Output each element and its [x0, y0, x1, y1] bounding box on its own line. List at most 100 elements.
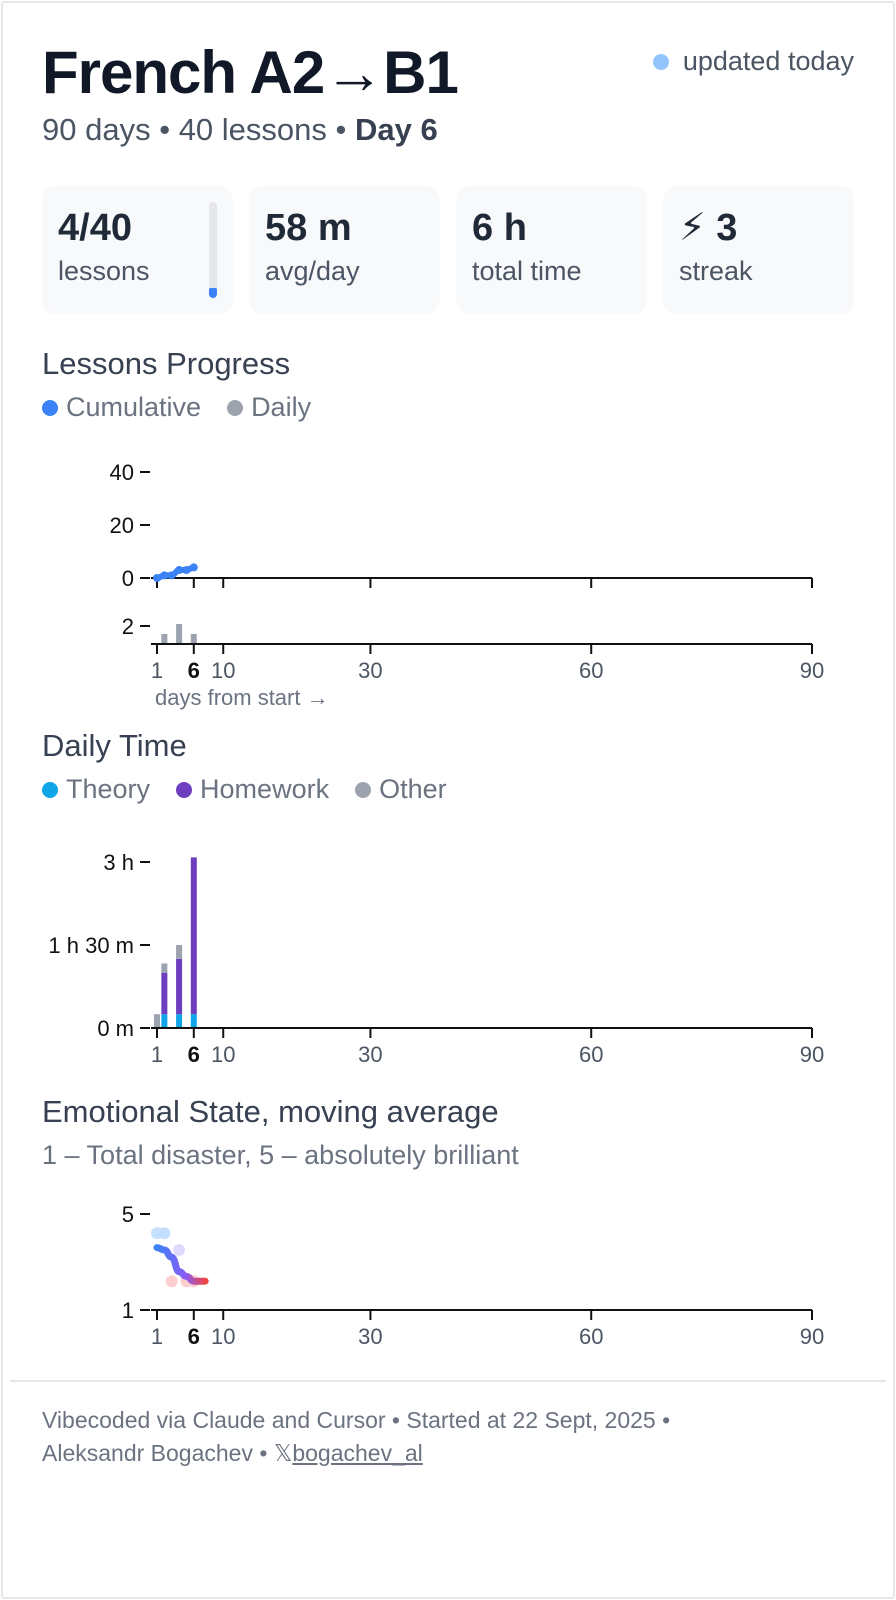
legend-item-homework: Homework — [176, 774, 329, 805]
time-bar-segment — [176, 945, 183, 959]
y-tick-label: 20 — [110, 513, 134, 538]
x-tick-label: 90 — [800, 658, 824, 683]
x-tick-label: 6 — [188, 658, 200, 683]
stat-value: 4/40 — [58, 207, 132, 249]
daily-y-tick-label: 2 — [122, 614, 134, 639]
x-tick-label: 30 — [358, 1042, 382, 1067]
legend-item-other: Other — [355, 774, 447, 805]
subtitle-separator: • — [159, 112, 171, 147]
lessons-progress-bar — [209, 202, 217, 298]
stat-card-streak: ⚡ 3 streak — [663, 186, 854, 314]
updated-label: updated today — [682, 46, 854, 76]
x-tick-label: 30 — [358, 1324, 382, 1349]
time-bar-segment — [154, 1014, 160, 1028]
x-tick-label: 1 — [151, 658, 163, 683]
footer-credits: Vibecoded via Claude and Cursor • Starte… — [42, 1407, 671, 1433]
x-tick-label: 60 — [579, 1042, 603, 1067]
x-tick-label: 10 — [211, 1324, 235, 1349]
lessons-chart-title: Lessons Progress — [42, 346, 291, 381]
legend-label: Theory — [66, 774, 151, 804]
status-dot-icon — [652, 53, 669, 70]
x-tick-label: 6 — [188, 1042, 200, 1067]
stat-label: avg/day — [265, 256, 360, 286]
mood-chart: 151 6 10 30 60 90 — [122, 1202, 824, 1349]
time-bar-segment — [161, 1014, 168, 1028]
stat-label: lessons — [58, 256, 150, 286]
cumulative-point — [167, 571, 176, 580]
footer-separator: • — [259, 1440, 268, 1466]
x-tick-label: 30 — [358, 658, 382, 683]
legend-swatch-icon — [176, 781, 193, 798]
author-handle-link[interactable]: bogachev_al — [292, 1440, 423, 1466]
cumulative-point — [160, 571, 169, 580]
y-tick-label: 1 — [122, 1298, 134, 1323]
page-title: French A2→B1 — [42, 39, 459, 106]
legend-item-theory: Theory — [42, 774, 150, 805]
updated-status: updated today — [652, 46, 854, 77]
y-tick-label: 0 — [122, 566, 134, 591]
lessons-chart: 0 20 40 21 6 10 30 60 90 days from start → — [110, 460, 825, 710]
legend-label: Other — [379, 774, 447, 804]
mood-daily-point — [165, 1275, 178, 1288]
footer: Vibecoded via Claude and Cursor • Starte… — [42, 1404, 802, 1470]
mood-moving-average-line — [153, 1244, 209, 1285]
daily-bar — [176, 624, 183, 644]
x-tick-label: 60 — [579, 658, 603, 683]
stat-card-total: 6 h total time — [456, 186, 647, 314]
stat-value: 58 m — [265, 207, 352, 249]
x-tick-label: 1 — [151, 1324, 163, 1349]
stat-card-avg: 58 m avg/day — [249, 186, 440, 314]
legend-label: Homework — [200, 774, 330, 804]
stat-label: streak — [679, 256, 753, 286]
legend-label: Cumulative — [66, 392, 202, 422]
x-axis-label: days from start → — [155, 685, 329, 710]
time-bar-segment — [190, 1014, 197, 1028]
time-chart-title: Daily Time — [42, 728, 187, 763]
legend-item-cumulative: Cumulative — [42, 392, 201, 423]
legend-swatch-icon — [227, 399, 244, 416]
subtitle-days: 90 days — [42, 112, 151, 147]
x-tick-label: 1 — [151, 1042, 163, 1067]
time-bar-segment — [161, 972, 168, 1015]
legend-swatch-icon — [355, 781, 372, 798]
stat-value: 6 h — [472, 207, 527, 249]
footer-divider — [10, 1380, 886, 1382]
lessons-legend: Cumulative Daily — [42, 392, 311, 423]
x-tick-label: 90 — [800, 1042, 824, 1067]
mood-chart-title: Emotional State, moving average — [42, 1094, 499, 1129]
lessons-progress-fill — [209, 288, 217, 298]
stat-card-lessons: 4/40 lessons — [42, 186, 233, 314]
y-tick-label: 40 — [110, 460, 134, 485]
x-tick-label: 60 — [579, 1324, 603, 1349]
stat-label: total time — [472, 256, 582, 286]
legend-item-daily: Daily — [227, 392, 311, 423]
time-bar-segment — [176, 958, 183, 1015]
daily-bar — [161, 634, 168, 644]
cumulative-point — [175, 566, 184, 575]
mood-daily-point — [158, 1227, 171, 1240]
x-tick-label: 90 — [800, 1324, 824, 1349]
time-legend: Theory Homework Other — [42, 774, 447, 805]
x-tick-label: 10 — [211, 1042, 235, 1067]
stat-value: ⚡ 3 — [679, 207, 738, 249]
stats-cards: 4/40 lessons 58 m avg/day 6 h total time… — [42, 186, 854, 314]
page-subtitle: 90 days • 40 lessons • Day 6 — [42, 112, 438, 148]
cumulative-point — [153, 574, 161, 582]
y-tick-label: 3 h — [103, 850, 134, 875]
cumulative-point — [182, 566, 191, 575]
x-tick-label: 10 — [211, 658, 235, 683]
y-tick-label: 1 h 30 m — [48, 933, 134, 958]
x-tick-label: 6 — [188, 1324, 200, 1349]
mood-scale-note: 1 – Total disaster, 5 – absolutely brill… — [42, 1140, 519, 1170]
legend-swatch-icon — [42, 781, 58, 798]
time-bar-segment — [190, 857, 197, 1015]
y-tick-label: 5 — [122, 1202, 134, 1227]
subtitle-current-day: Day 6 — [355, 112, 438, 147]
time-chart: 0 m 1 h 30 m 3 h 1 6 10 30 60 90 — [48, 850, 824, 1067]
footer-author: Aleksandr Bogachev — [42, 1440, 253, 1466]
subtitle-lessons: 40 lessons — [178, 112, 327, 147]
y-tick-label: 0 m — [97, 1016, 134, 1041]
time-bar-segment — [176, 1014, 183, 1028]
daily-bar — [190, 634, 197, 644]
